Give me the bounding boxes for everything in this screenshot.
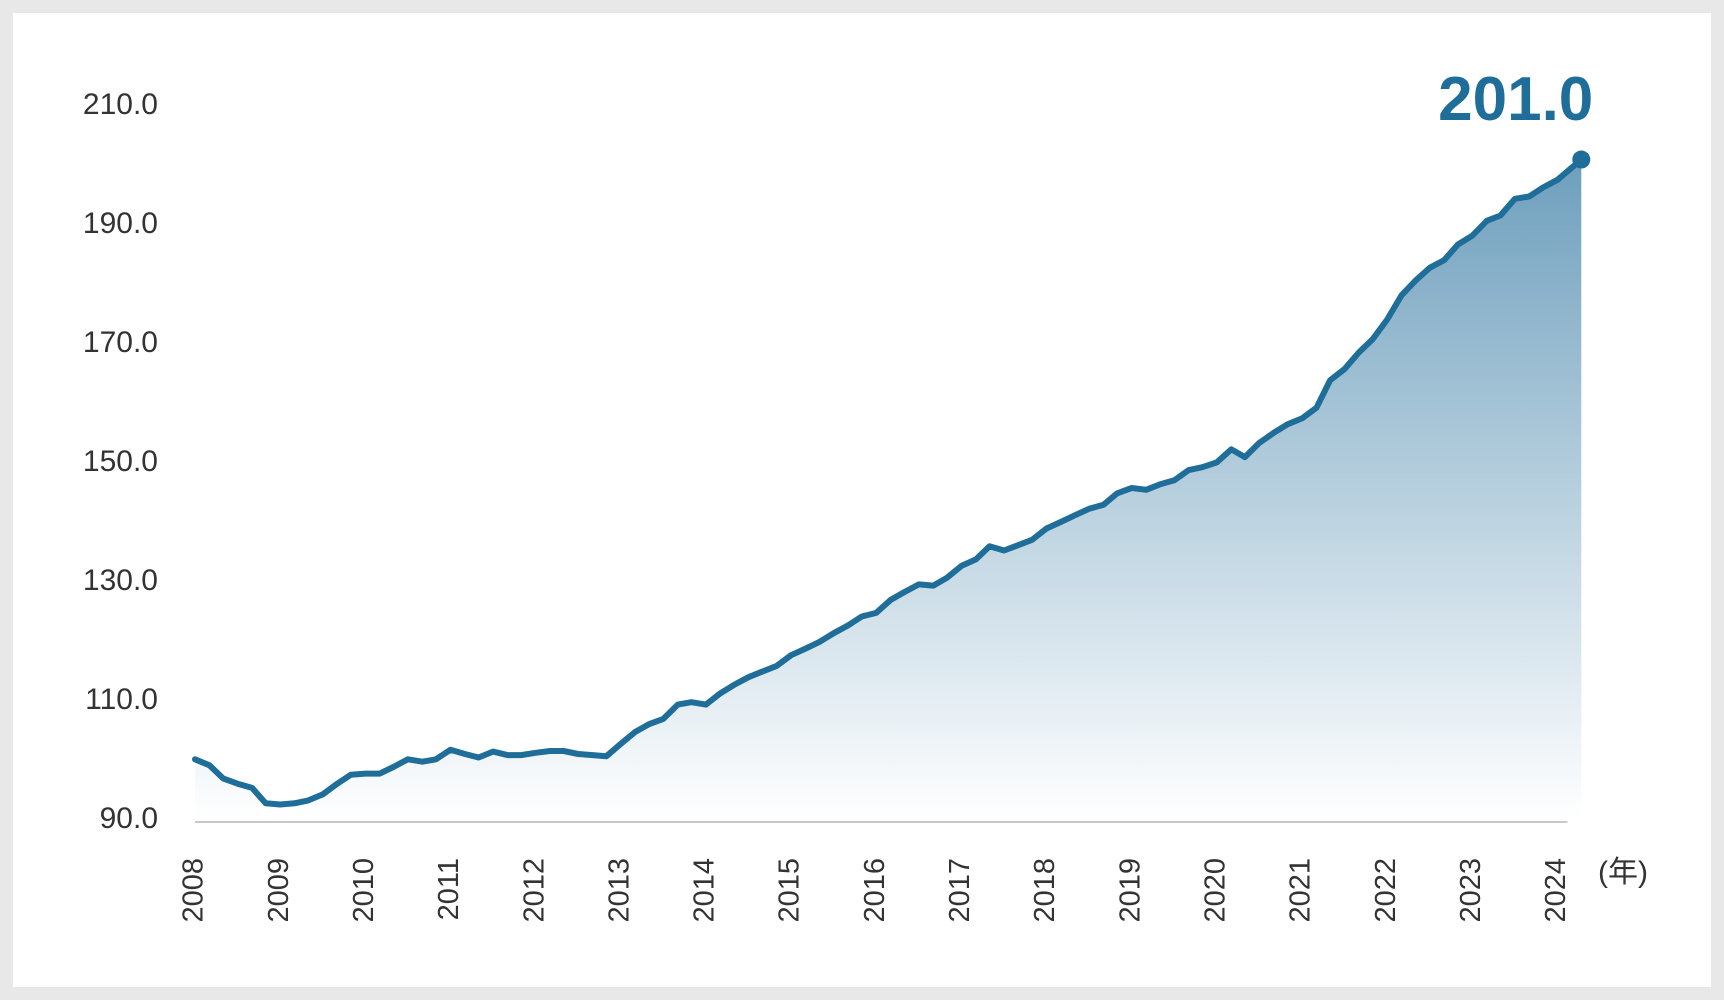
x-tick-label: 2023 [1455,858,1487,923]
end-point [1572,150,1591,169]
x-tick-label: 2020 [1199,858,1231,923]
y-tick-label: 110.0 [85,683,158,716]
x-tick-label: 2011 [433,858,465,920]
x-tick-label: 2015 [774,858,806,923]
y-tick-label: 150.0 [83,445,158,478]
x-tick-label: 2008 [178,858,210,923]
x-tick-label: 2014 [689,858,721,923]
y-tick-label: 210.0 [83,88,158,121]
x-tick-label: 2016 [859,858,891,923]
x-tick-label: 2012 [518,858,550,923]
y-tick-label: 190.0 [83,207,158,240]
line [192,156,1585,808]
x-tick-label: 2021 [1285,858,1317,923]
x-tick-label: 2010 [348,858,380,923]
x-tick-label: 2019 [1114,858,1146,923]
area [195,159,1582,820]
value-label: 201.0 [1438,65,1593,134]
y-tick-label: 130.0 [83,564,158,597]
x-tick-label: 2013 [603,858,635,923]
x-tick-label: 2024 [1540,858,1572,923]
x-tick-label: 2018 [1029,858,1061,923]
x-axis-unit: (年) [1598,856,1648,889]
x-tick-label: 2022 [1370,858,1402,923]
y-tick-label: 90.0 [100,802,158,835]
x-tick-label: 2017 [944,858,976,923]
y-tick-label: 170.0 [83,326,158,359]
x-tick-label: 2009 [263,858,295,923]
